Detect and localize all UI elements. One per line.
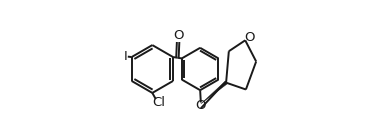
Text: O: O	[173, 29, 184, 42]
Text: I: I	[124, 50, 127, 63]
Text: Cl: Cl	[152, 96, 165, 109]
Text: O: O	[196, 99, 206, 112]
Polygon shape	[201, 81, 227, 104]
Text: O: O	[244, 31, 255, 44]
